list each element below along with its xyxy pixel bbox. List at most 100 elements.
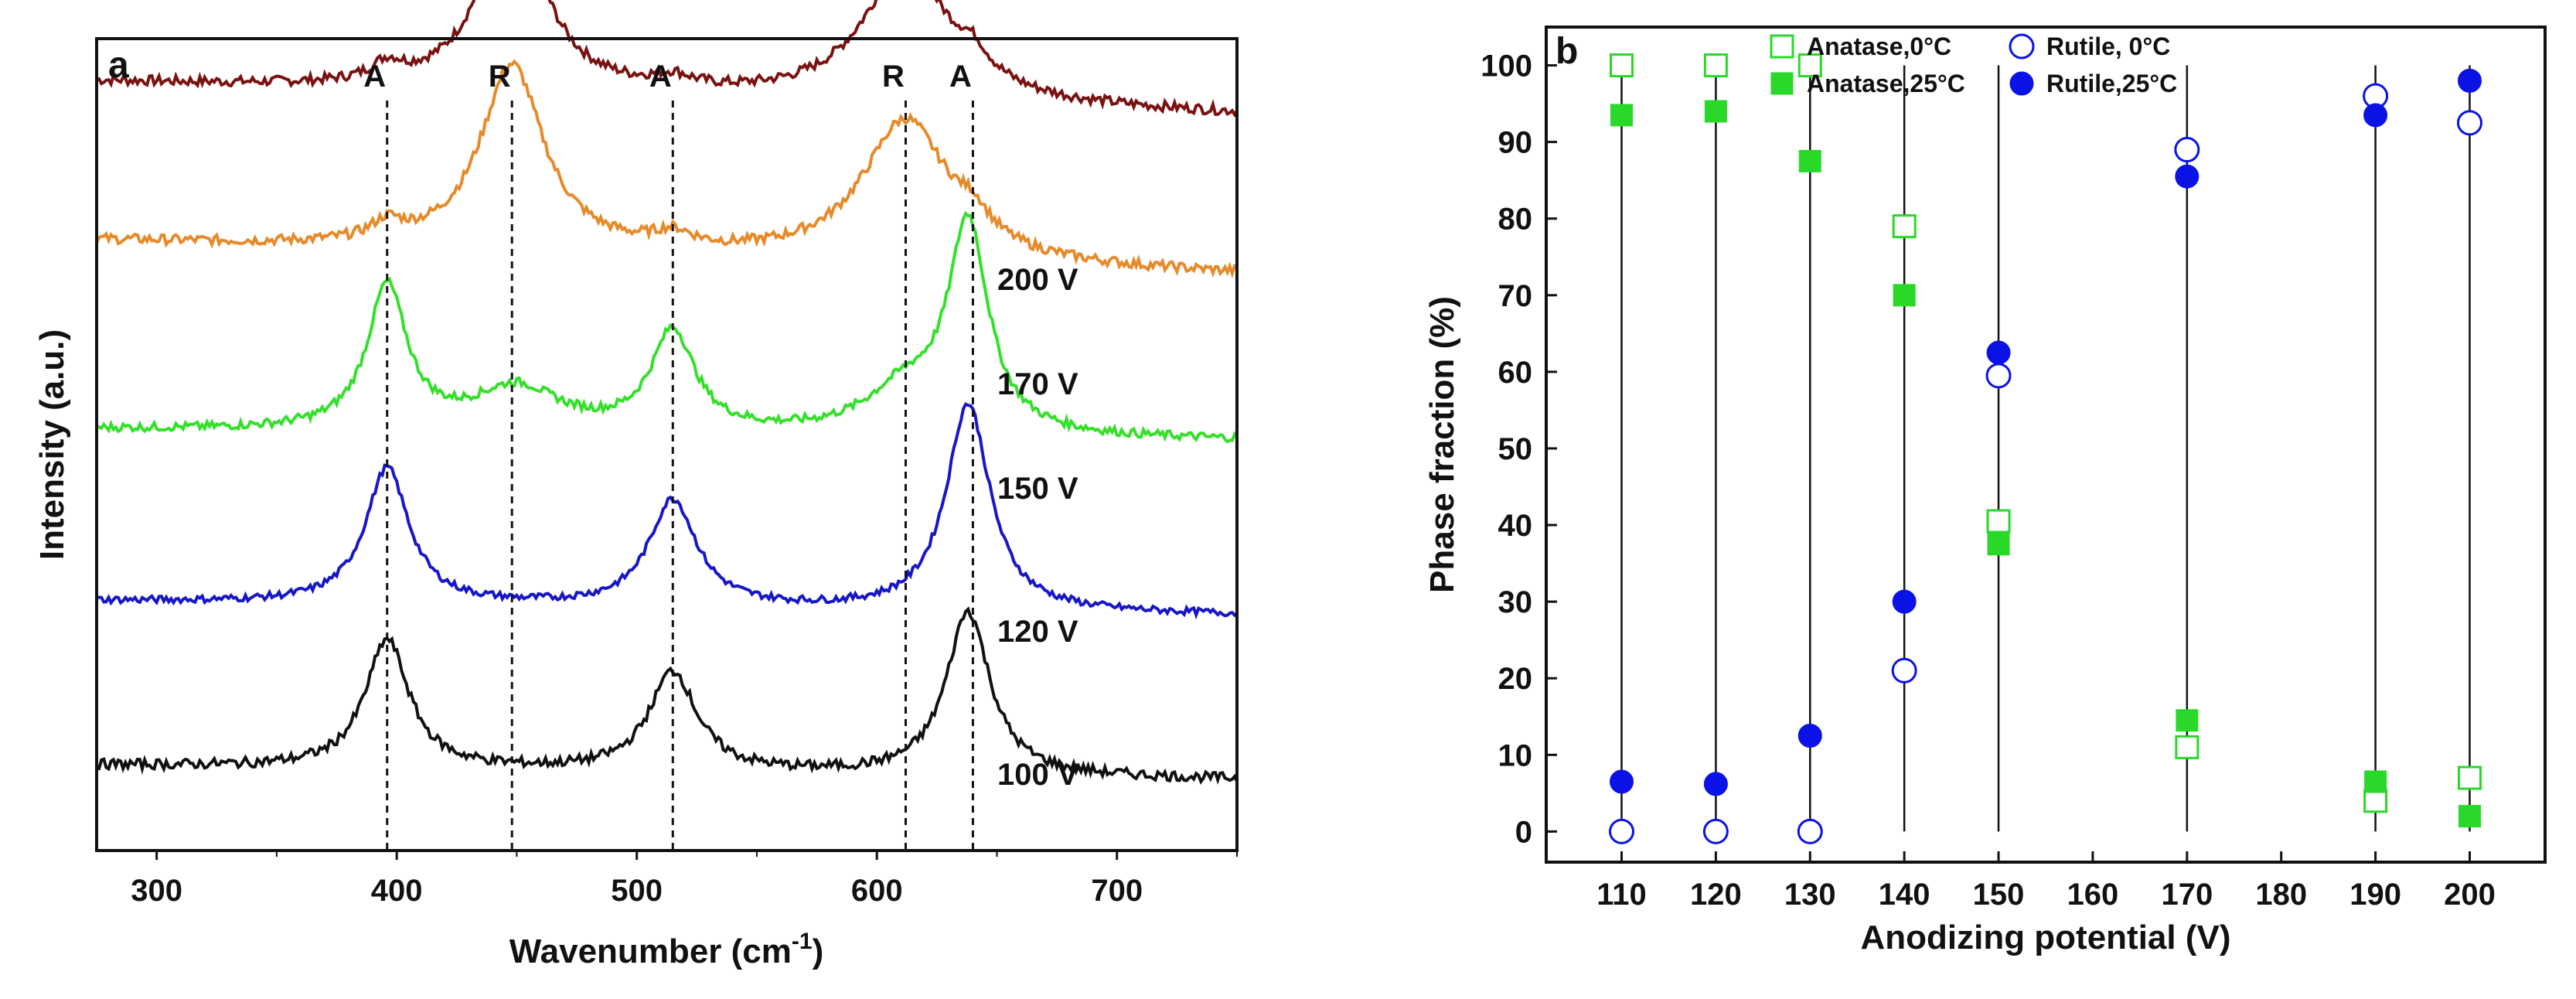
point-rutile-25-c-120: [1703, 772, 1728, 796]
legend-marker-1: [1770, 72, 1794, 95]
point-anatase-0-c-150: [1986, 509, 2011, 534]
trace-label-150-v: 150 V: [997, 472, 1078, 506]
point-rutile-0-c-130: [1797, 818, 1823, 844]
y-tick-label-80: 80: [1498, 203, 1533, 237]
panel-a-x-ticks: 300 400 500 600 700: [131, 851, 1238, 908]
point-anatase-0-c-140: [1892, 214, 1917, 239]
point-anatase-25-c-140: [1893, 284, 1916, 307]
point-rutile-25-c-170: [2175, 164, 2199, 189]
legend-label-1: Anatase,25°C: [1807, 70, 1965, 97]
point-rutile-25-c-200: [2457, 68, 2482, 93]
panel-a-xlabel-main: Wavenumber (cm: [509, 933, 792, 970]
x-tick-label-180: 180: [2255, 878, 2307, 912]
trace-150-v: [96, 210, 1239, 444]
x-tick-label-120: 120: [1690, 878, 1742, 912]
trace-170-v: [95, 59, 1239, 278]
y-tick-label-50: 50: [1498, 432, 1533, 466]
x-tick-label-300: 300: [131, 874, 182, 908]
x-tick-label-500: 500: [611, 874, 663, 908]
point-rutile-25-c-150: [1986, 340, 2011, 365]
x-tick-label-190: 190: [2349, 878, 2401, 912]
point-anatase-0-c-200: [2457, 765, 2482, 790]
y-tick-label-100: 100: [1481, 49, 1532, 84]
panel-a-letter: a: [108, 45, 129, 86]
x-tick-label-150: 150: [1973, 878, 2025, 912]
x-tick-label-130: 130: [1784, 878, 1836, 912]
point-anatase-0-c-110: [1610, 53, 1634, 78]
panel-b-xlabel: Anodizing potential (V): [1860, 919, 2230, 956]
panel-b-letter: b: [1555, 31, 1578, 72]
point-anatase-25-c-130: [1798, 149, 1821, 172]
peak-label-a: A: [649, 60, 672, 94]
y-tick-label-20: 20: [1498, 662, 1533, 696]
panel-a-xlabel-end: ): [813, 933, 824, 970]
point-rutile-25-c-110: [1610, 769, 1634, 794]
legend: Anatase,0°C Anatase,25°C Rutile, 0°C Rutile…: [1770, 32, 2177, 97]
point-rutile-0-c-140: [1891, 657, 1917, 684]
x-tick-label-400: 400: [371, 874, 423, 908]
x-tick-label-200: 200: [2444, 878, 2496, 912]
panel-a-xlabel-sup: -1: [792, 929, 813, 954]
trace-label-120-v: 120 V: [997, 615, 1078, 649]
point-rutile-25-c-140: [1892, 589, 1917, 614]
x-tick-label-600: 600: [851, 874, 903, 908]
point-rutile-25-c-130: [1797, 724, 1822, 748]
point-anatase-25-c-170: [2176, 709, 2199, 732]
panel-b-x-ticks: 110 120 130 140 150 160 170 180 190 200: [1596, 851, 2496, 912]
peak-marker-lines: [386, 101, 974, 849]
legend-label-0: Anatase,0°C: [1807, 32, 1951, 60]
panel-b-frame: [1545, 26, 2547, 864]
point-anatase-25-c-120: [1704, 100, 1727, 123]
point-anatase-25-c-150: [1987, 533, 2010, 556]
x-tick-label-700: 700: [1091, 874, 1143, 908]
trace-100-v: [97, 606, 1239, 785]
peak-label-a: A: [949, 60, 972, 94]
y-tick-label-60: 60: [1498, 356, 1533, 390]
panel-a-ylabel: Intensity (a.u.): [33, 329, 71, 560]
point-rutile-0-c-200: [2456, 110, 2482, 136]
panel-a-xlabel: Wavenumber (cm-1): [509, 929, 823, 970]
legend-marker-3: [2009, 71, 2034, 96]
peak-label-a: A: [363, 60, 386, 94]
y-tick-label-90: 90: [1498, 126, 1533, 160]
point-anatase-0-c-130: [1797, 53, 1822, 78]
trace-120-v: [96, 402, 1239, 620]
point-rutile-0-c-120: [1702, 818, 1729, 844]
x-tick-label-160: 160: [2067, 878, 2119, 912]
point-rutile-25-c-190: [2363, 103, 2388, 128]
raman-traces: [95, 0, 1239, 785]
peak-label-r: R: [882, 60, 905, 94]
trace-label-100-v: 100 V: [997, 758, 1078, 792]
trace-200-v: [96, 0, 1239, 118]
y-tick-label-0: 0: [1515, 815, 1532, 849]
point-anatase-0-c-190: [2363, 789, 2388, 813]
y-tick-label-30: 30: [1498, 585, 1533, 619]
point-anatase-0-c-170: [2175, 735, 2199, 759]
panel-b-phase-fraction: 110 120 130 140 150 160 170 180 190 200 0 10 20 30 40…: [1423, 26, 2547, 956]
point-rutile-0-c-150: [1985, 363, 2012, 389]
point-anatase-0-c-120: [1703, 53, 1728, 78]
point-rutile-0-c-110: [1609, 818, 1635, 844]
point-anatase-25-c-190: [2364, 770, 2387, 793]
x-tick-label-170: 170: [2161, 878, 2213, 912]
legend-marker-0: [1770, 34, 1794, 59]
panel-a-frame: [95, 37, 1239, 852]
trace-label-200-v: 200 V: [997, 263, 1078, 297]
panel-b-ylabel: Phase fraction (%): [1423, 296, 1461, 593]
peak-label-r: R: [489, 60, 511, 94]
y-tick-label-40: 40: [1498, 509, 1533, 543]
point-anatase-25-c-110: [1610, 104, 1634, 127]
legend-label-3: Rutile,25°C: [2046, 70, 2177, 97]
point-rutile-0-c-170: [2174, 137, 2200, 163]
y-tick-label-10: 10: [1498, 738, 1533, 772]
trace-labels: 200 V 170 V 150 V 120 V 100 V: [997, 263, 1078, 792]
panel-a-raman-spectra: A R A R A 200 V 170 V 150 V 120 V 100 V 300 400 50…: [33, 0, 1239, 970]
x-tick-label-140: 140: [1879, 878, 1930, 912]
y-tick-label-70: 70: [1498, 279, 1533, 313]
panel-b-y-ticks: 0 10 20 30 40 50 60 70 80 90 100: [1481, 49, 1557, 849]
vertical-guide-lines: [1620, 65, 2471, 832]
legend-label-2: Rutile, 0°C: [2046, 32, 2170, 60]
legend-marker-2: [2009, 33, 2035, 60]
